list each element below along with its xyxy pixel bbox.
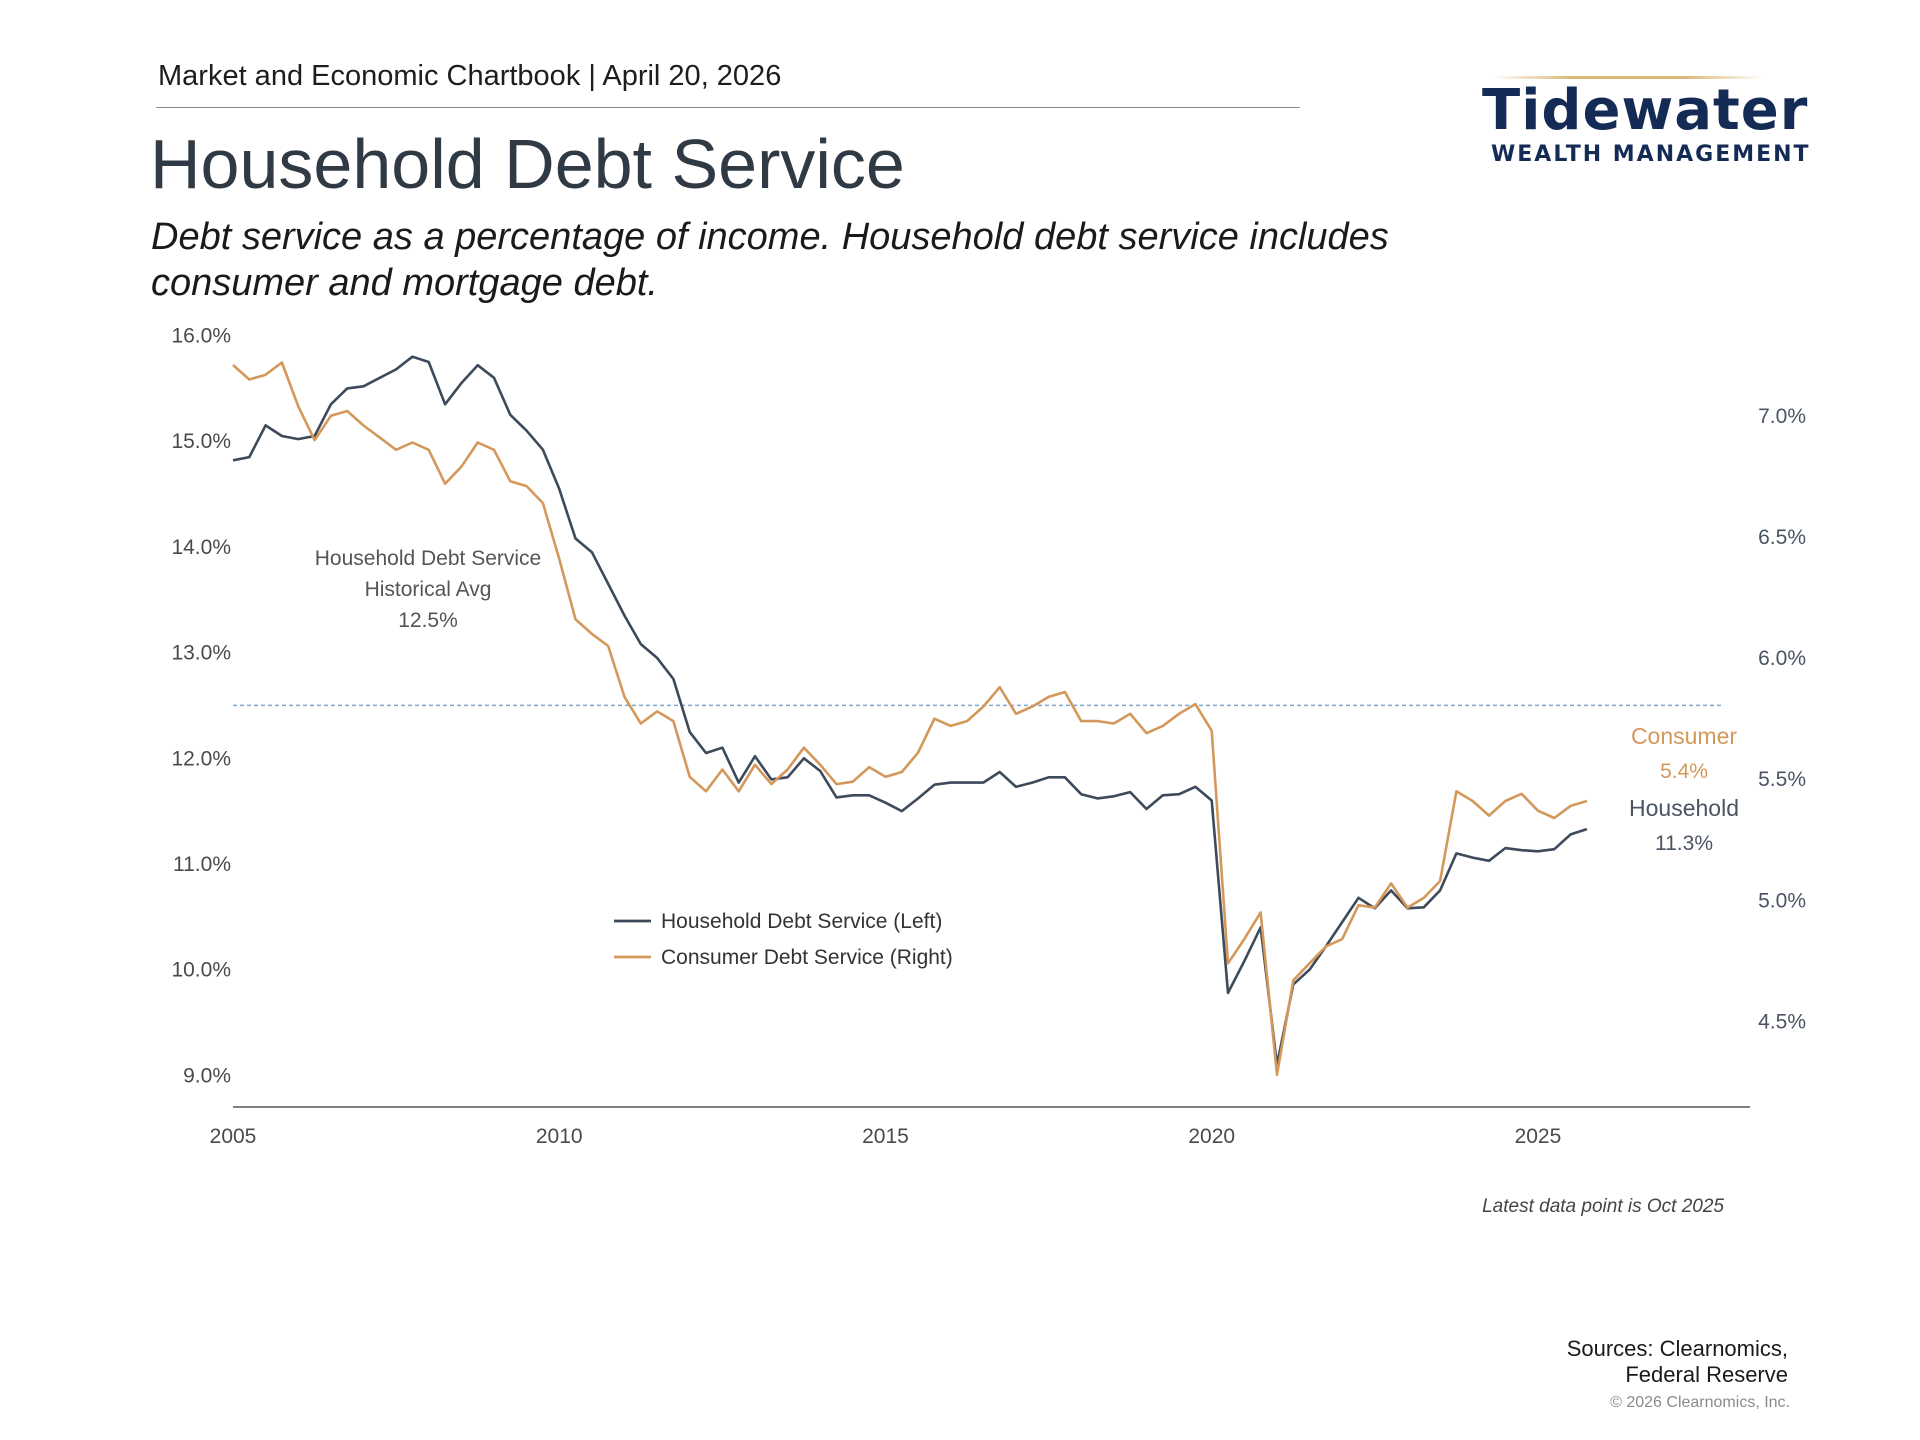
avg-annotation-text: 12.5% [398,609,458,632]
y-right-tick-label: 6.0% [1758,647,1806,670]
subtitle-line-2: consumer and mortgage debt. [151,262,658,304]
consumer-end-value: 5.4% [1660,760,1708,783]
consumer-series-line [232,361,1588,1077]
sources-line-2: Federal Reserve [1625,1362,1788,1387]
page-title: Household Debt Service [150,125,905,203]
y-left-tick-label: 11.0% [173,853,231,876]
y-left-tick-label: 15.0% [171,430,231,453]
header-divider [156,107,1300,108]
avg-annotation-text: Historical Avg [365,578,492,601]
y-left-tick-label: 9.0% [183,1064,231,1087]
x-tick-label: 2015 [862,1125,909,1148]
latest-data-footnote: Latest data point is Oct 2025 [1482,1196,1724,1217]
y-left-tick-label: 14.0% [171,536,231,559]
logo-name: Tidewater [1482,78,1809,143]
y-right-tick-label: 5.5% [1758,768,1806,791]
y-left-tick-label: 13.0% [171,642,231,665]
x-tick-label: 2010 [536,1125,583,1148]
y-left-tick-label: 10.0% [171,959,231,982]
x-tick-label: 2020 [1188,1125,1235,1148]
tidewater-logo: Tidewater WEALTH MANAGEMENT [1482,72,1809,172]
y-right-tick-label: 5.0% [1758,889,1806,912]
y-right-tick-label: 6.5% [1758,526,1806,549]
household-end-label: Household [1629,795,1739,821]
y-left-tick-label: 16.0% [171,325,231,348]
legend-label-consumer: Consumer Debt Service (Right) [661,946,953,969]
sources-note: Sources: Clearnomics, Federal Reserve [1440,1336,1788,1388]
logo-tagline: WEALTH MANAGEMENT [1491,142,1811,167]
sources-line-1: Sources: Clearnomics, [1566,1336,1788,1361]
x-tick-label: 2005 [210,1125,257,1148]
x-tick-label: 2025 [1515,1125,1562,1148]
household-series-line [232,355,1588,1066]
y-right-tick-label: 4.5% [1758,1010,1806,1033]
household-end-value: 11.3% [1655,832,1713,855]
y-left-tick-label: 12.0% [171,747,231,770]
avg-annotation-text: Household Debt Service [315,547,541,570]
copyright-note: © 2026 Clearnomics, Inc. [1610,1394,1790,1411]
logo-accent-bar [1492,76,1764,79]
report-header: Market and Economic Chartbook | April 20… [158,60,782,92]
legend-label-household: Household Debt Service (Left) [661,910,942,933]
page-subtitle: Debt service as a percentage of income. … [151,214,1471,306]
consumer-end-label: Consumer [1631,723,1737,749]
y-right-tick-label: 7.0% [1758,405,1806,428]
subtitle-line-1: Debt service as a percentage of income. … [151,216,1389,258]
